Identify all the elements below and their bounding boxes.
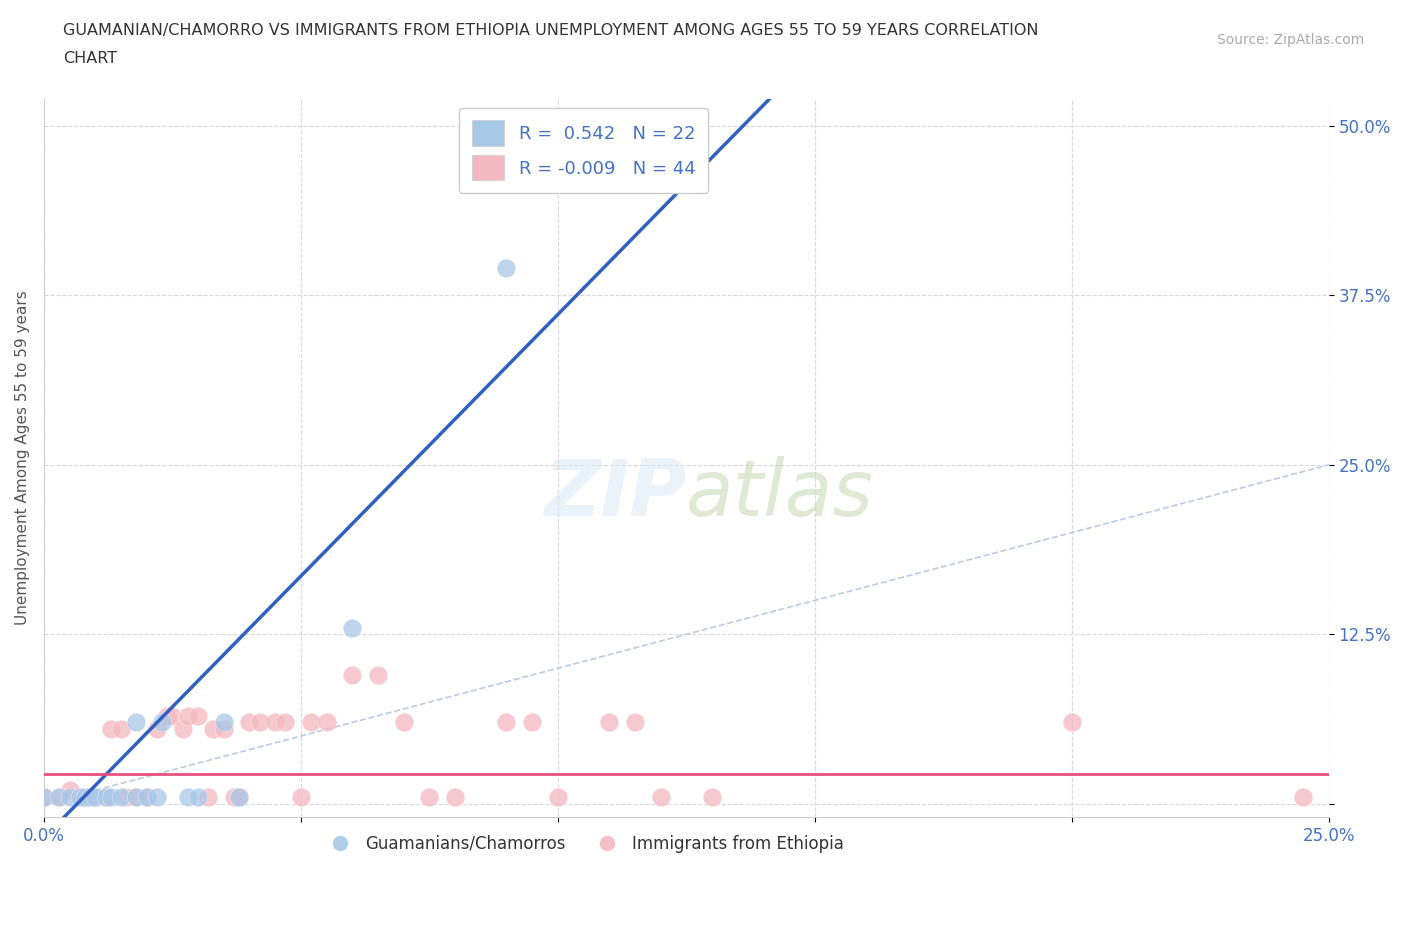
Point bbox=[84, 790, 107, 804]
Point bbox=[79, 790, 101, 804]
Point bbox=[650, 790, 672, 804]
Point bbox=[94, 790, 117, 804]
Point bbox=[135, 790, 157, 804]
Point bbox=[444, 790, 467, 804]
Point bbox=[172, 722, 194, 737]
Point bbox=[598, 715, 620, 730]
Point bbox=[84, 790, 107, 804]
Point bbox=[110, 722, 132, 737]
Point bbox=[162, 709, 184, 724]
Point bbox=[48, 790, 70, 804]
Point bbox=[197, 790, 219, 804]
Text: GUAMANIAN/CHAMORRO VS IMMIGRANTS FROM ETHIOPIA UNEMPLOYMENT AMONG AGES 55 TO 59 : GUAMANIAN/CHAMORRO VS IMMIGRANTS FROM ET… bbox=[63, 23, 1039, 38]
Point bbox=[367, 668, 389, 683]
Point bbox=[222, 790, 245, 804]
Point bbox=[115, 790, 138, 804]
Point bbox=[495, 260, 517, 275]
Point bbox=[495, 715, 517, 730]
Point bbox=[135, 790, 157, 804]
Point bbox=[1292, 790, 1315, 804]
Point bbox=[418, 790, 440, 804]
Point bbox=[290, 790, 312, 804]
Point bbox=[110, 790, 132, 804]
Point bbox=[212, 715, 235, 730]
Y-axis label: Unemployment Among Ages 55 to 59 years: Unemployment Among Ages 55 to 59 years bbox=[15, 291, 30, 626]
Point bbox=[177, 790, 200, 804]
Point bbox=[73, 790, 96, 804]
Point bbox=[125, 790, 148, 804]
Point bbox=[700, 790, 723, 804]
Point bbox=[32, 790, 55, 804]
Point bbox=[228, 790, 250, 804]
Point bbox=[249, 715, 271, 730]
Point bbox=[94, 790, 117, 804]
Point bbox=[342, 620, 364, 635]
Point bbox=[264, 715, 287, 730]
Point bbox=[48, 790, 70, 804]
Point bbox=[520, 715, 543, 730]
Point bbox=[392, 715, 415, 730]
Point bbox=[238, 715, 260, 730]
Point bbox=[212, 722, 235, 737]
Point bbox=[58, 790, 80, 804]
Point bbox=[547, 790, 569, 804]
Point bbox=[69, 790, 91, 804]
Point bbox=[100, 790, 122, 804]
Point bbox=[100, 722, 122, 737]
Point bbox=[146, 722, 169, 737]
Point bbox=[315, 715, 337, 730]
Point bbox=[69, 790, 91, 804]
Point bbox=[58, 783, 80, 798]
Point bbox=[125, 790, 148, 804]
Point bbox=[146, 790, 169, 804]
Point bbox=[274, 715, 297, 730]
Point bbox=[228, 790, 250, 804]
Point bbox=[1060, 715, 1083, 730]
Point bbox=[32, 790, 55, 804]
Point bbox=[177, 709, 200, 724]
Point bbox=[299, 715, 322, 730]
Text: CHART: CHART bbox=[63, 51, 117, 66]
Point bbox=[125, 715, 148, 730]
Text: Source: ZipAtlas.com: Source: ZipAtlas.com bbox=[1216, 33, 1364, 46]
Point bbox=[624, 715, 647, 730]
Point bbox=[202, 722, 225, 737]
Legend: Guamanians/Chamorros, Immigrants from Ethiopia: Guamanians/Chamorros, Immigrants from Et… bbox=[316, 828, 851, 859]
Text: atlas: atlas bbox=[686, 456, 875, 532]
Text: ZIP: ZIP bbox=[544, 456, 686, 532]
Point bbox=[187, 790, 209, 804]
Point bbox=[342, 668, 364, 683]
Point bbox=[156, 709, 179, 724]
Point bbox=[73, 790, 96, 804]
Point bbox=[547, 173, 569, 188]
Point bbox=[187, 709, 209, 724]
Point bbox=[150, 715, 173, 730]
